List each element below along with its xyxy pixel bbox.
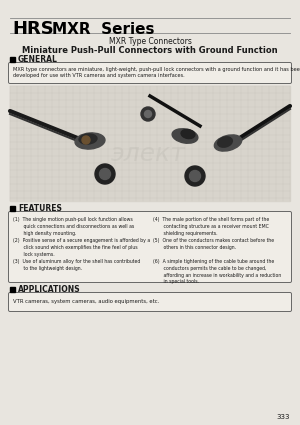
Bar bbox=[10, 206, 15, 211]
Text: 333: 333 bbox=[277, 414, 290, 420]
Text: (1)  The single motion push-pull lock function allows
       quick connections a: (1) The single motion push-pull lock fun… bbox=[13, 217, 134, 235]
Ellipse shape bbox=[141, 107, 155, 121]
FancyBboxPatch shape bbox=[8, 62, 292, 83]
Ellipse shape bbox=[95, 164, 115, 184]
Text: Miniature Push-Pull Connectors with Ground Function: Miniature Push-Pull Connectors with Grou… bbox=[22, 45, 278, 54]
Ellipse shape bbox=[190, 170, 200, 181]
Ellipse shape bbox=[172, 129, 198, 143]
Ellipse shape bbox=[145, 110, 152, 117]
Bar bbox=[10, 57, 15, 62]
Text: FEATURES: FEATURES bbox=[18, 204, 62, 213]
Ellipse shape bbox=[181, 129, 195, 139]
Ellipse shape bbox=[214, 135, 242, 151]
Ellipse shape bbox=[100, 168, 110, 179]
Text: (5)  One of the conductors makes contact before the
       others in this connec: (5) One of the conductors makes contact … bbox=[153, 238, 274, 250]
Ellipse shape bbox=[185, 166, 205, 186]
Bar bbox=[10, 86, 290, 201]
Text: GENERAL: GENERAL bbox=[18, 55, 58, 64]
Text: MXR  Series: MXR Series bbox=[52, 22, 154, 37]
Text: (4)  The male portion of the shell forms part of the
       contacting structure: (4) The male portion of the shell forms … bbox=[153, 217, 269, 235]
Text: (3)  Use of aluminum alloy for the shell has contributed
       to the lightweig: (3) Use of aluminum alloy for the shell … bbox=[13, 259, 140, 271]
Text: VTR cameras, system cameras, audio equipments, etc.: VTR cameras, system cameras, audio equip… bbox=[13, 299, 159, 304]
Bar bbox=[10, 287, 15, 292]
Text: MXR Type Connectors: MXR Type Connectors bbox=[109, 37, 191, 45]
Text: APPLICATIONS: APPLICATIONS bbox=[18, 285, 81, 294]
FancyBboxPatch shape bbox=[8, 292, 292, 312]
Ellipse shape bbox=[75, 133, 105, 149]
Ellipse shape bbox=[79, 134, 97, 144]
Text: (2)  Positive sense of a secure engagement is afforded by a
       click sound w: (2) Positive sense of a secure engagemen… bbox=[13, 238, 150, 257]
Ellipse shape bbox=[218, 137, 232, 147]
Ellipse shape bbox=[82, 136, 90, 144]
Text: (6)  A simple tightening of the cable tube around the
       conductors permits : (6) A simple tightening of the cable tub… bbox=[153, 259, 281, 284]
Text: MXR type connectors are miniature, light-weight, push-pull lock connectors with : MXR type connectors are miniature, light… bbox=[13, 67, 300, 72]
Text: developed for use with VTR cameras and system camera interfaces.: developed for use with VTR cameras and s… bbox=[13, 73, 185, 78]
Text: HRS: HRS bbox=[12, 20, 54, 38]
FancyBboxPatch shape bbox=[8, 212, 292, 283]
Text: элект: элект bbox=[111, 142, 185, 166]
